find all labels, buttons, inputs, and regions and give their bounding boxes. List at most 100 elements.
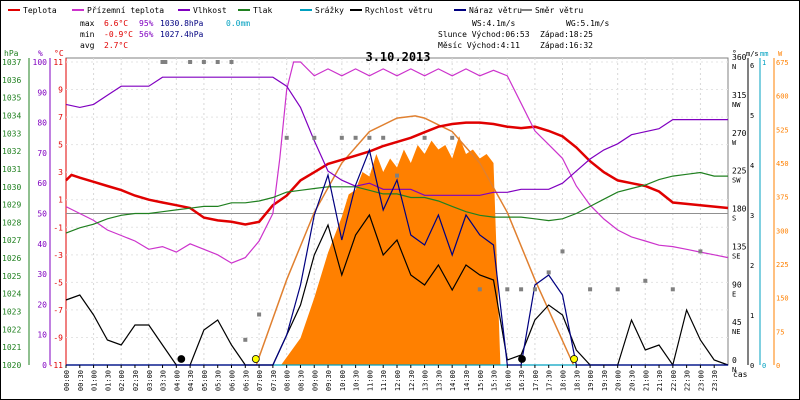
degc-tick-label: -3: [53, 251, 63, 260]
wind-dir-point: [698, 249, 703, 254]
x-tick-label: 19:00: [587, 370, 595, 391]
hpa-tick-label: 1026: [2, 254, 21, 263]
info-block: WS:4.1m/s WG:5.1m/s Slunce Východ:06:53 …: [438, 19, 610, 50]
x-tick-label: 10:30: [353, 370, 361, 391]
x-tick-label: 04:00: [173, 370, 181, 391]
x-tick-label: 20:30: [628, 370, 636, 391]
legend-label-4: Srážky: [315, 6, 344, 15]
x-tick-label: 20:00: [615, 370, 623, 391]
w-tick-label: 75: [776, 328, 784, 336]
deg-tick-label: 0: [732, 356, 737, 365]
degc-tick-label: -5: [53, 278, 63, 287]
x-tick-label: 06:00: [229, 370, 237, 391]
x-tick-label: 16:00: [504, 370, 512, 391]
degc-tick-label: 11: [53, 58, 63, 67]
w-tick-label: 150: [776, 295, 789, 303]
wind-dir-point: [560, 249, 565, 254]
wind-dir-point: [588, 287, 593, 292]
wind-dir-point: [284, 135, 289, 140]
deg-tick-label: 45: [732, 318, 742, 327]
w-tick-label: 600: [776, 93, 789, 101]
x-tick-label: 23:00: [697, 370, 705, 391]
x-tick-label: 00:00: [63, 370, 71, 391]
hpa-tick-label: 1033: [2, 129, 21, 138]
stat-avg-label: avg: [80, 41, 95, 50]
stat-avg-temp: 2.7°C: [104, 41, 128, 50]
chart-title: 3.10.2013: [365, 50, 430, 64]
mm-tick-label: 1: [762, 59, 766, 67]
dir-tick-label: E: [732, 290, 736, 298]
degc-tick-label: -9: [53, 333, 63, 342]
hpa-tick-label: 1021: [2, 343, 21, 352]
wind-dir-point: [422, 135, 427, 140]
deg-tick-label: 225: [732, 167, 747, 176]
wind-dir-point: [643, 278, 648, 283]
hpa-tick-label: 1029: [2, 201, 21, 210]
mm-tick-label: 0: [762, 362, 766, 370]
x-tick-label: 12:30: [408, 370, 416, 391]
wind-dir-point: [312, 135, 317, 140]
wind-dir-point: [532, 287, 537, 292]
x-tick-label: 03:00: [146, 370, 154, 391]
wind-dir-point: [163, 60, 168, 64]
info-moon-rise: Měsíc Východ:4:11: [438, 41, 520, 50]
w-tick-label: 375: [776, 194, 789, 202]
hpa-tick-label: 1027: [2, 236, 21, 245]
pct-tick-label: 40: [37, 240, 47, 249]
pct-tick-label: 50: [37, 210, 47, 219]
wind-dir-point: [229, 60, 234, 64]
legend-label-2: Vlhkost: [193, 6, 227, 15]
deg-tick-label: 315: [732, 91, 747, 100]
legend-label-6: Náraz větru: [469, 6, 522, 15]
x-axis-label: čas: [733, 369, 748, 379]
x-tick-label: 10:00: [339, 370, 347, 391]
x-tick-label: 00:30: [77, 370, 85, 391]
x-tick-label: 07:30: [270, 370, 278, 391]
hpa-tick-label: 1037: [2, 58, 21, 67]
hpa-tick-label: 1022: [2, 325, 21, 334]
wind-dir-point: [353, 135, 358, 140]
degc-tick-label: 5: [58, 141, 63, 150]
wind-dir-point: [339, 135, 344, 140]
wind-dir-point: [615, 287, 620, 292]
degc-tick-label: 3: [58, 168, 63, 177]
wind-dir-point: [201, 60, 206, 64]
legend-label-1: Přízemní teplota: [87, 6, 164, 15]
hpa-tick-label: 1024: [2, 290, 21, 299]
stat-min-hum: 56%: [139, 30, 154, 39]
hpa-tick-label: 1031: [2, 165, 21, 174]
x-tick-label: 11:00: [366, 370, 374, 391]
degc-tick-label: 1: [58, 196, 63, 205]
dir-tick-label: S: [732, 215, 736, 223]
legend-label-7: Směr větru: [535, 6, 583, 15]
x-tick-label: 07:00: [256, 370, 264, 391]
stat-min-press: 1027.4hPa: [160, 30, 204, 39]
info-ws: WS:4.1m/s: [472, 19, 516, 28]
x-tick-label: 22:30: [684, 370, 692, 391]
w-axis-label: W: [778, 50, 783, 58]
dir-tick-label: NE: [732, 328, 740, 336]
x-tick-label: 06:30: [242, 370, 250, 391]
x-tick-label: 13:30: [435, 370, 443, 391]
hpa-tick-label: 1028: [2, 218, 21, 227]
degc-tick-label: 7: [58, 113, 63, 122]
wind-dir-point: [477, 287, 482, 292]
ms-tick-label: 1: [750, 312, 754, 320]
x-tick-label: 04:30: [187, 370, 195, 391]
ms-tick-label: 0: [750, 362, 754, 370]
wind-dir-point: [450, 135, 455, 140]
x-tick-label: 21:00: [642, 370, 650, 391]
deg-tick-label: 180: [732, 205, 747, 214]
ms-axis-label: m/s: [746, 50, 759, 58]
wind-dir-point: [670, 287, 675, 292]
hpa-tick-label: 1020: [2, 361, 21, 370]
stat-min-label: min: [80, 30, 95, 39]
series-line-0: [65, 121, 729, 226]
series-line-1: [65, 61, 729, 264]
x-tick-label: 14:00: [449, 370, 457, 391]
pct-tick-label: 30: [37, 270, 47, 279]
wind-dir-point: [546, 270, 551, 275]
x-tick-label: 02:30: [132, 370, 140, 391]
